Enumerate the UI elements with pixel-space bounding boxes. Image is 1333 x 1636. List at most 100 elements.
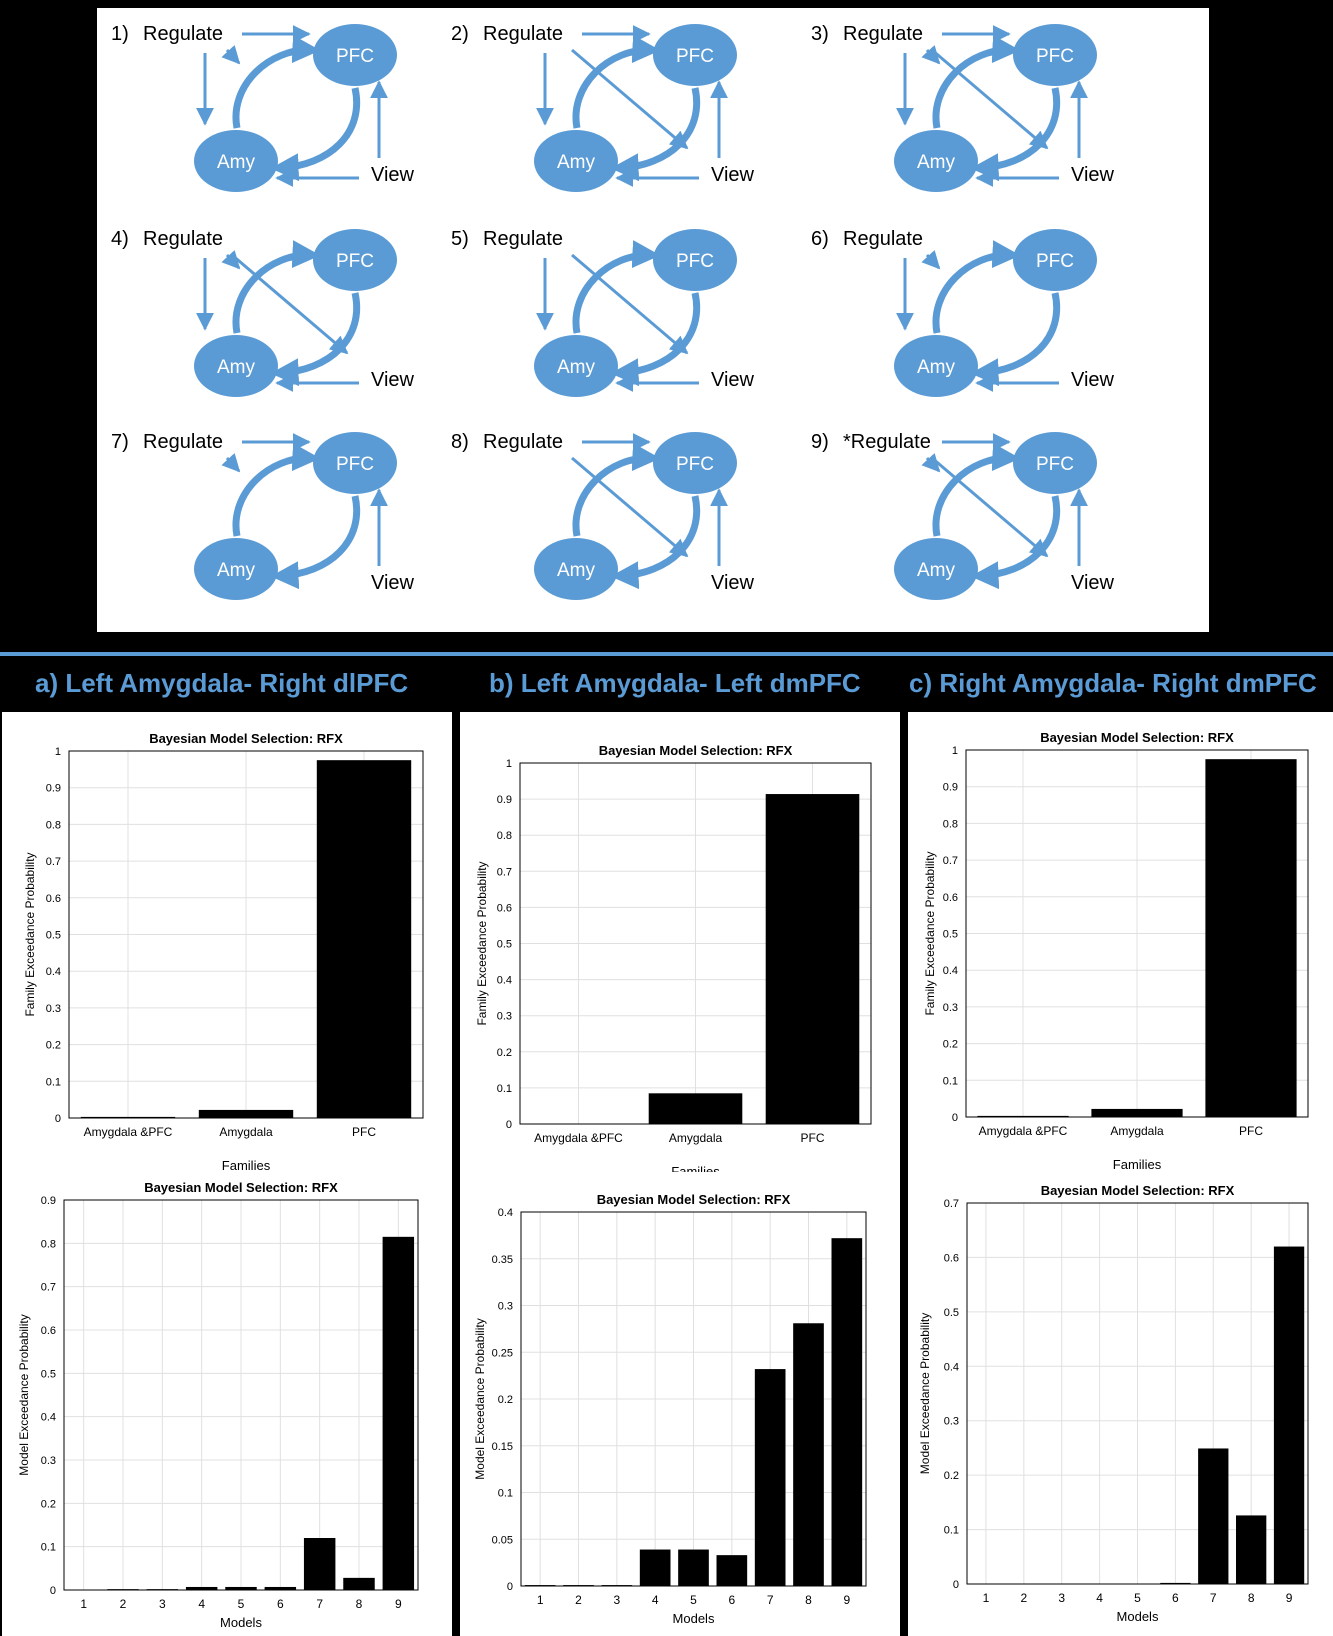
regulate-modulates-pfc-amy-arrow xyxy=(571,456,689,558)
y-tick-label: 0.35 xyxy=(492,1254,513,1266)
amy-label: Amy xyxy=(917,357,956,378)
regulate-label: Regulate xyxy=(483,431,563,453)
chart-title: Bayesian Model Selection: RFX xyxy=(1041,1183,1235,1198)
model-diagram-7: 7) Regulate PFC Amy View xyxy=(111,431,415,600)
y-tick-label: 0.5 xyxy=(943,929,958,941)
model-diagrams: 1) Regulate PFC Amy View 2) Regulate PFC Amy View… xyxy=(111,23,1115,600)
bar xyxy=(754,1369,786,1586)
regulate-modulates-amy-pfc-arrow xyxy=(221,44,241,65)
y-tick-label: 0.3 xyxy=(944,1416,959,1428)
y-tick-label: 0.2 xyxy=(944,1470,959,1482)
x-tick-label: 8 xyxy=(356,1597,363,1611)
family-chart-c: Bayesian Model Selection: RFX 0 0.1 0.2 0.3 0… xyxy=(923,730,1309,1172)
x-tick-label: 1 xyxy=(983,1591,990,1605)
amy-label: Amy xyxy=(557,152,596,173)
regulate-modulates-amy-pfc-arrow xyxy=(221,452,241,473)
view-label: View xyxy=(1071,572,1115,594)
regulate-label: Regulate xyxy=(143,23,223,45)
y-tick-label: 0.1 xyxy=(46,1076,61,1088)
y-axis-label: Family Exceedance Probability xyxy=(475,861,489,1025)
y-tick-label: 0.2 xyxy=(46,1040,61,1052)
pfc-label: PFC xyxy=(336,454,374,475)
pfc-node xyxy=(313,432,397,494)
x-axis-label: Families xyxy=(1113,1157,1162,1172)
view-label: View xyxy=(371,369,415,391)
y-tick-label: 0.1 xyxy=(497,1083,512,1095)
pfc-to-amy-arrow xyxy=(270,495,361,590)
axes-box xyxy=(520,1211,867,1587)
regulate-label: *Regulate xyxy=(843,431,931,453)
amy-to-pfc-arrow xyxy=(232,35,321,129)
x-tick-label: 3 xyxy=(613,1593,620,1607)
chart-title: Bayesian Model Selection: RFX xyxy=(1040,730,1234,745)
amy-to-pfc-arrow xyxy=(572,35,661,129)
regulate-label: Regulate xyxy=(483,23,563,45)
x-tick-label: Amygdala xyxy=(669,1131,723,1145)
pfc-node xyxy=(1013,229,1097,291)
y-tick-label: 0.4 xyxy=(943,965,958,977)
pfc-label: PFC xyxy=(336,46,374,67)
y-tick-label: 0.25 xyxy=(492,1347,513,1359)
view-label: View xyxy=(371,572,415,594)
bar xyxy=(765,794,860,1124)
bar xyxy=(831,1238,863,1586)
x-axis-label: Families xyxy=(222,1158,271,1172)
model-diagram-2: 2) Regulate PFC Amy View xyxy=(451,23,755,192)
view-label: View xyxy=(1071,369,1115,391)
pfc-label: PFC xyxy=(1036,454,1074,475)
y-axis-label: Model Exceedance Probability xyxy=(918,1313,932,1474)
x-tick-label: 5 xyxy=(690,1593,697,1607)
x-tick-label: 4 xyxy=(198,1597,205,1611)
pfc-label: PFC xyxy=(676,454,714,475)
bar xyxy=(1160,1582,1191,1584)
section-title-b: b) Left Amygdala- Left dmPFC xyxy=(489,668,861,698)
amy-node xyxy=(534,335,618,397)
x-tick-label: 9 xyxy=(1286,1591,1293,1605)
bar xyxy=(198,1109,294,1118)
chart-title: Bayesian Model Selection: RFX xyxy=(597,1192,791,1207)
regulate-modulates-pfc-amy-arrow xyxy=(571,48,689,150)
y-tick-label: 0.5 xyxy=(944,1307,959,1319)
view-label: View xyxy=(711,572,755,594)
x-tick-label: 2 xyxy=(120,1597,127,1611)
x-tick-label: 8 xyxy=(1248,1591,1255,1605)
y-tick-label: 0 xyxy=(55,1113,61,1125)
y-tick-label: 1 xyxy=(55,746,61,758)
chart-panel-c: Bayesian Model Selection: RFX 0 0.1 0.2 0.3 0… xyxy=(908,712,1333,1636)
axes-box xyxy=(519,762,872,1125)
x-tick-label: 3 xyxy=(159,1597,166,1611)
y-tick-label: 0.7 xyxy=(943,855,958,867)
x-axis-label: Models xyxy=(673,1611,715,1626)
regulate-modulates-amy-pfc-arrow xyxy=(921,249,941,270)
y-tick-label: 0 xyxy=(507,1581,513,1593)
model-number: 2) xyxy=(451,23,469,45)
y-tick-label: 0.7 xyxy=(46,856,61,868)
amy-node xyxy=(894,335,978,397)
x-tick-label: 6 xyxy=(277,1597,284,1611)
x-tick-label: 2 xyxy=(575,1593,582,1607)
regulate-modulates-pfc-amy-arrow xyxy=(931,456,1049,558)
bar xyxy=(1273,1246,1305,1584)
amy-to-pfc-arrow xyxy=(572,240,661,334)
x-tick-label: PFC xyxy=(801,1131,825,1145)
model-number: 9) xyxy=(811,431,829,453)
model-number: 4) xyxy=(111,228,129,250)
model-diagram-9: 9) *Regulate PFC Amy View xyxy=(811,431,1115,600)
model-diagram-3: 3) Regulate PFC Amy View xyxy=(811,23,1115,192)
x-tick-label: Amygdala &PFC xyxy=(979,1124,1068,1138)
amy-label: Amy xyxy=(217,152,256,173)
bar xyxy=(1205,759,1297,1117)
y-tick-label: 0.2 xyxy=(943,1039,958,1051)
y-tick-label: 0.05 xyxy=(492,1534,513,1546)
axes-box xyxy=(63,1199,419,1591)
model-number: 5) xyxy=(451,228,469,250)
bar xyxy=(793,1323,824,1586)
y-tick-label: 0.3 xyxy=(498,1301,513,1313)
amy-node xyxy=(194,538,278,600)
x-tick-label: 1 xyxy=(537,1593,544,1607)
x-tick-label: 8 xyxy=(805,1593,812,1607)
x-tick-label: 5 xyxy=(238,1597,245,1611)
x-tick-label: 6 xyxy=(728,1593,735,1607)
y-tick-label: 0.2 xyxy=(498,1394,513,1406)
amy-node xyxy=(894,130,978,192)
